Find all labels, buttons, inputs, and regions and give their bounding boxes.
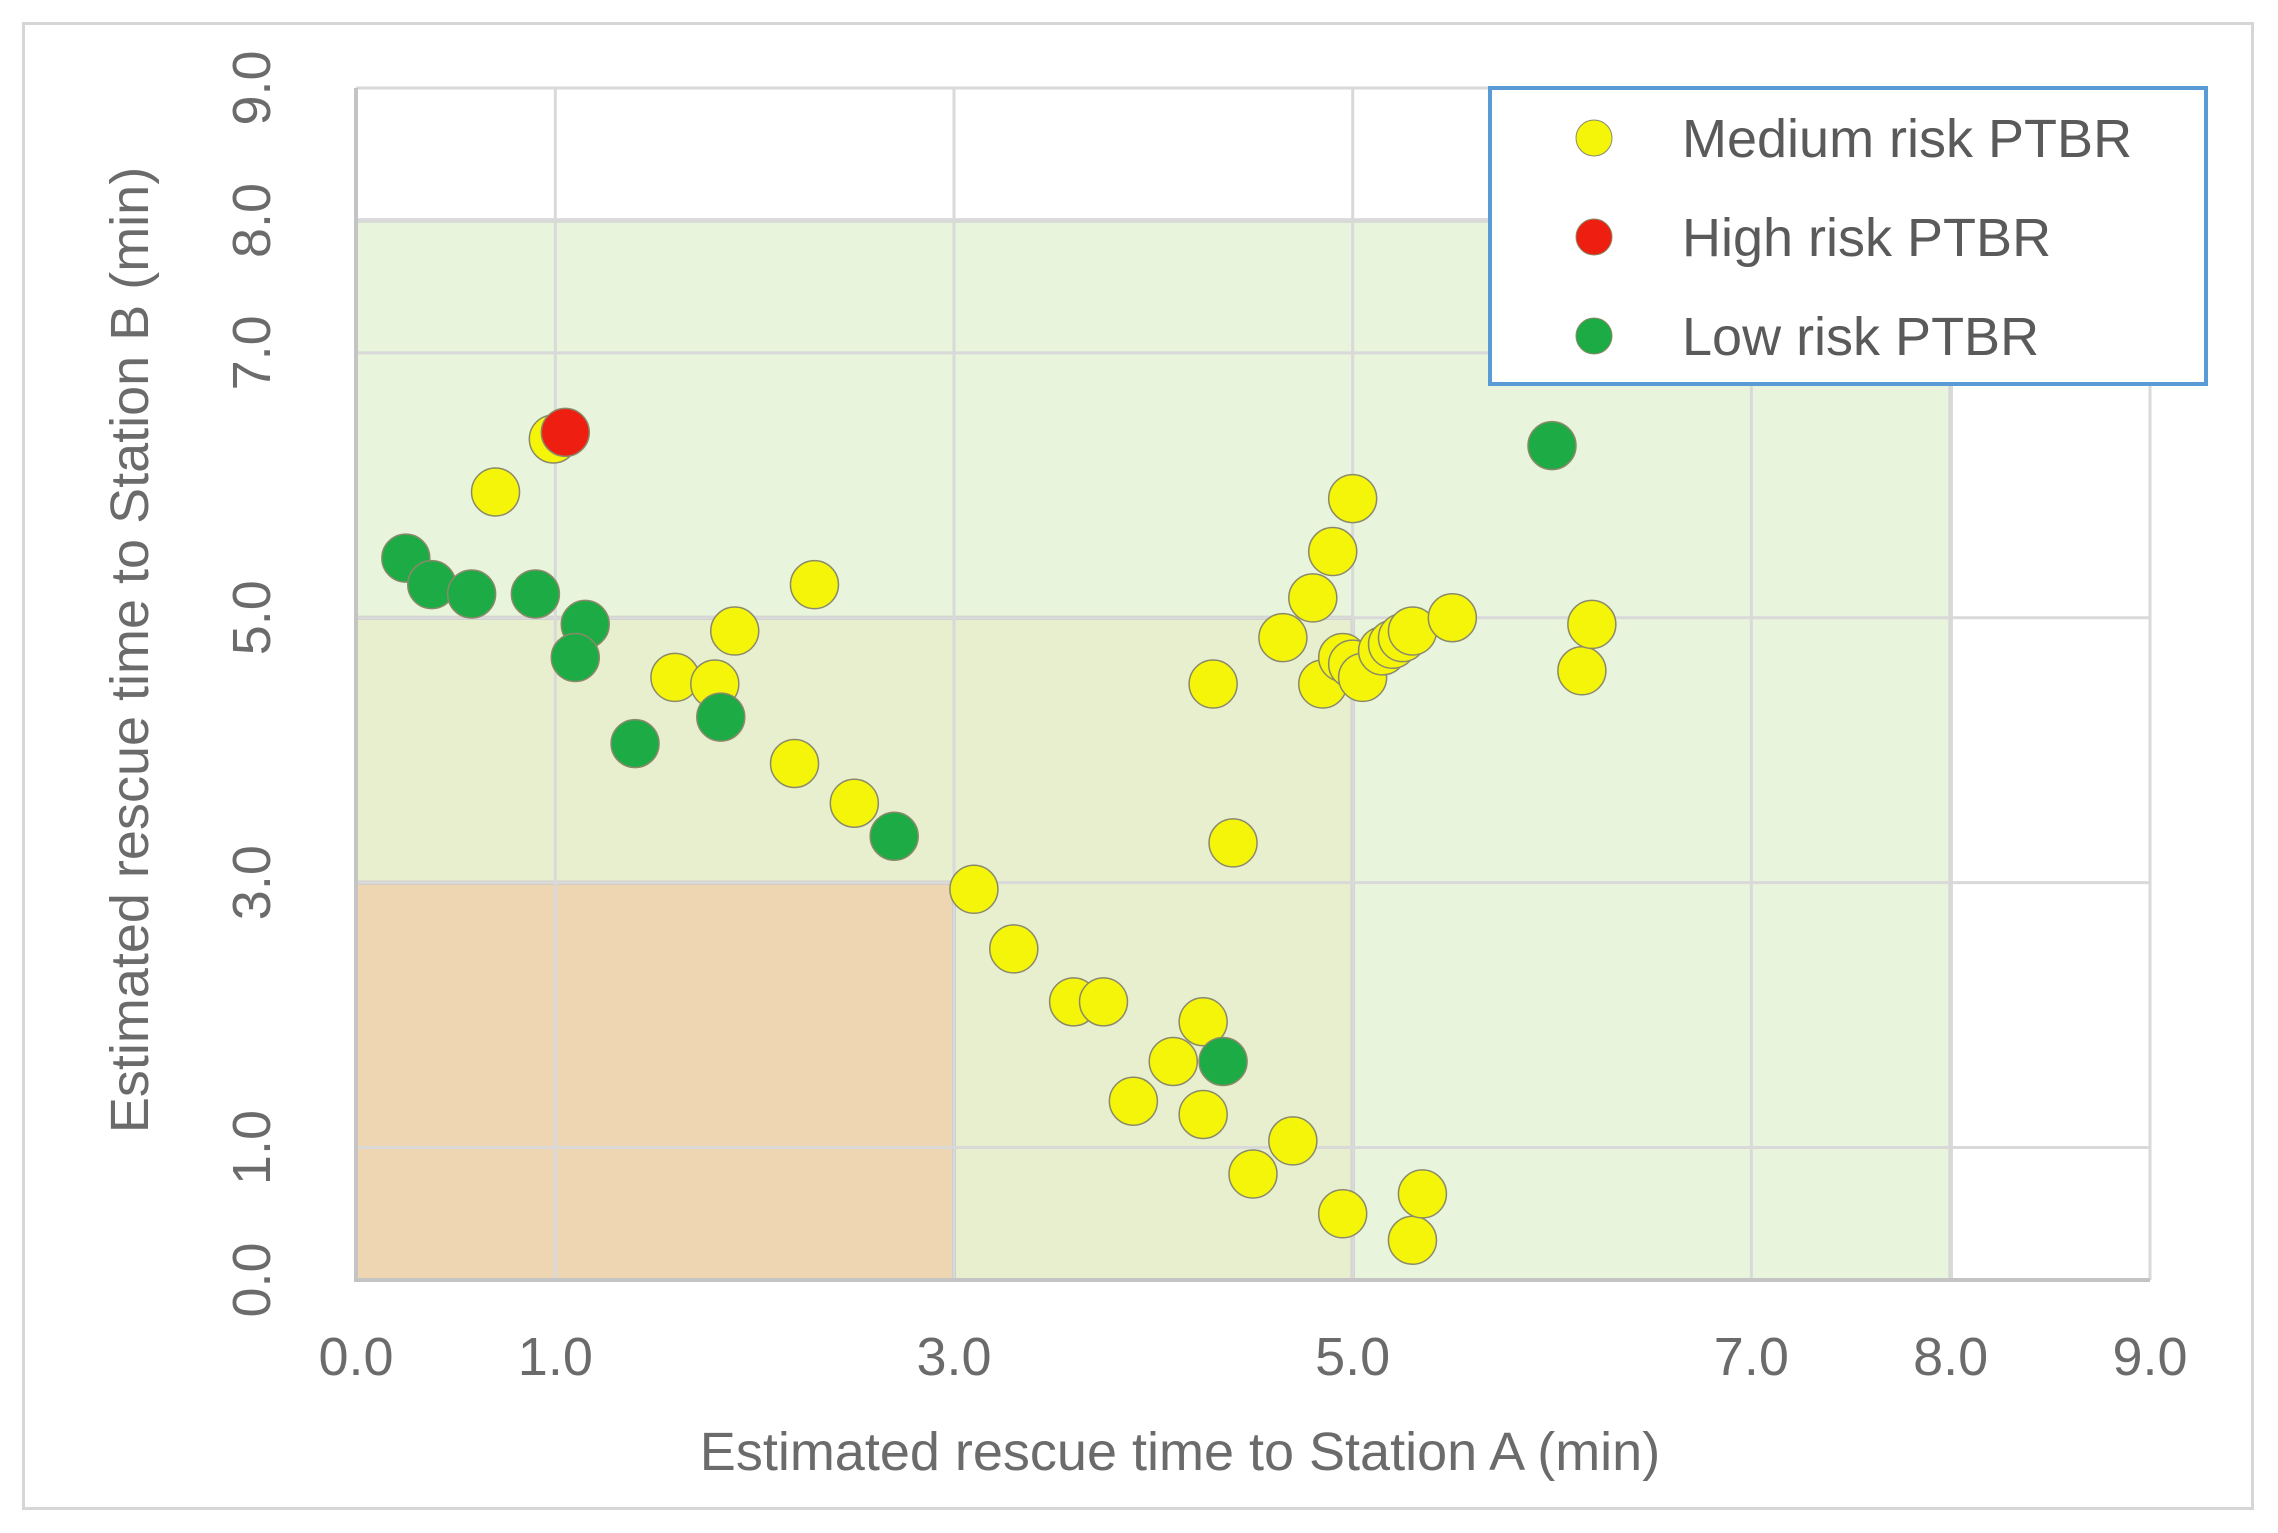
data-point [989,924,1039,974]
data-point [470,467,521,517]
x-tick-label: 3.0 [916,1327,991,1387]
x-tick-label: 7.0 [1714,1327,1789,1387]
data-point [1178,996,1228,1047]
x-tick-label: 0.0 [318,1327,393,1387]
data-point [1108,1076,1159,1126]
data-point [709,606,760,656]
x-tick-label: 8.0 [1913,1327,1988,1387]
legend-marker [1575,317,1613,355]
data-point [1228,1149,1278,1199]
x-tick-label: 9.0 [2112,1327,2187,1387]
data-point [829,778,880,828]
data-point [1317,1189,1368,1239]
data-point [1397,1169,1448,1219]
data-point [1557,646,1607,696]
y-tick-label: 0.0 [222,1242,282,1317]
legend-label: Medium risk PTBR [1682,109,2132,169]
data-point [1198,1036,1248,1087]
data-point [869,811,919,862]
legend-label: Low risk PTBR [1682,307,2039,367]
y-axis-title: Estimated rescue time to Station B (min) [100,167,160,1133]
data-point [696,692,746,742]
data-point [1178,1089,1228,1140]
x-tick-label: 5.0 [1315,1327,1390,1387]
legend: Medium risk PTBR High risk PTBR Low risk P… [1488,86,2208,386]
data-point [789,559,840,610]
legend-marker [1575,119,1613,157]
data-point [1307,526,1358,577]
data-point [1258,612,1308,663]
y-tick-label: 3.0 [222,845,282,920]
data-point [1148,1036,1199,1087]
data-point [1288,573,1338,623]
x-axis-title: Estimated rescue time to Station A (min) [700,1422,1660,1482]
data-point [769,738,820,789]
y-tick-label: 7.0 [222,315,282,390]
x-tick-label: 1.0 [518,1327,593,1387]
y-tick-label: 9.0 [222,50,282,125]
y-tick-label: 8.0 [222,183,282,258]
data-point [1268,1116,1318,1166]
data-point [540,407,591,458]
data-point [1327,473,1378,524]
data-point [1527,420,1577,471]
data-point [1387,1215,1438,1266]
data-point [949,864,999,915]
data-point [1078,977,1129,1027]
axes-layer: 0.0 1.0 3.0 5.0 7.0 8.0 9.0 0.0 1.0 3.0 5.0 7.0 8.0 9… [222,50,2188,1387]
legend-label: High risk PTBR [1682,208,2051,268]
data-point [610,718,660,769]
data-point [446,569,497,619]
y-tick-label: 5.0 [222,580,282,655]
data-point [1188,659,1238,709]
data-point [1567,599,1617,650]
data-point [1208,818,1258,868]
data-point [550,632,601,683]
data-point [510,569,561,619]
inner-zone [354,880,956,1283]
data-point [1427,593,1478,643]
y-tick-label: 1.0 [222,1110,282,1185]
legend-marker [1575,218,1613,256]
points-layer [381,407,1617,1266]
